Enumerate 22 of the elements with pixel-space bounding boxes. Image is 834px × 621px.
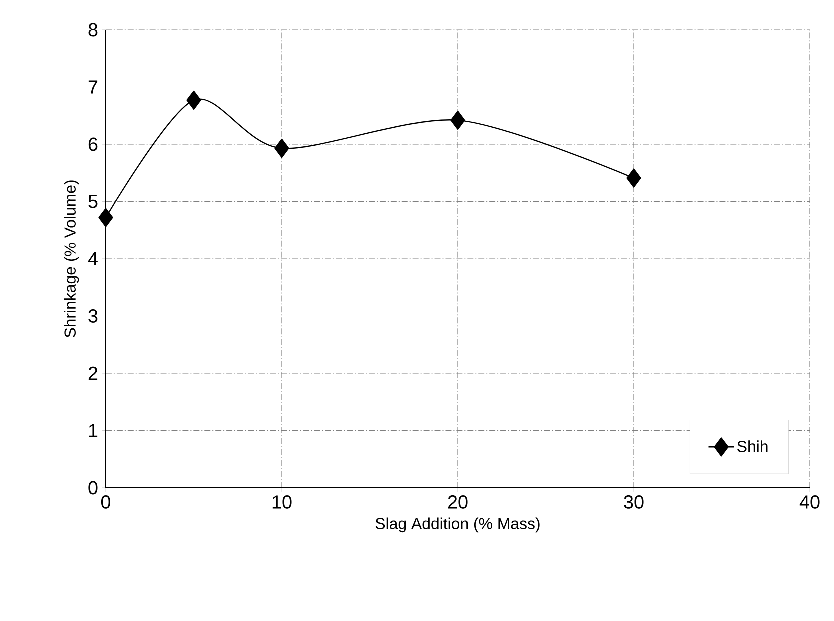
x-tick-label: 30 <box>624 496 644 509</box>
y-tick-label: 0 <box>88 481 98 495</box>
y-tick-label: 6 <box>88 138 98 152</box>
y-tick-label: 4 <box>88 252 98 266</box>
y-tick-label: 5 <box>88 195 98 208</box>
x-tick-label: 10 <box>272 496 292 509</box>
point <box>626 168 642 188</box>
x-axis-title: Slag Addition (% Mass) <box>376 518 540 533</box>
legend-label: Shih <box>738 440 768 452</box>
point <box>98 208 114 228</box>
y-tick-label: 1 <box>89 424 98 438</box>
x-tick-label: 20 <box>448 496 468 509</box>
x-tick-label: 0 <box>101 496 111 509</box>
point <box>274 138 290 158</box>
point <box>186 90 202 110</box>
y-tick-label: 8 <box>88 23 98 37</box>
y-tick-label: 3 <box>88 310 98 323</box>
point <box>450 110 466 130</box>
y-axis-title: Shrinkage (% Volume) <box>64 180 80 338</box>
x-tick-label: 40 <box>800 496 820 509</box>
y-tick-label: 7 <box>88 80 98 94</box>
y-tick-label: 2 <box>88 366 98 380</box>
